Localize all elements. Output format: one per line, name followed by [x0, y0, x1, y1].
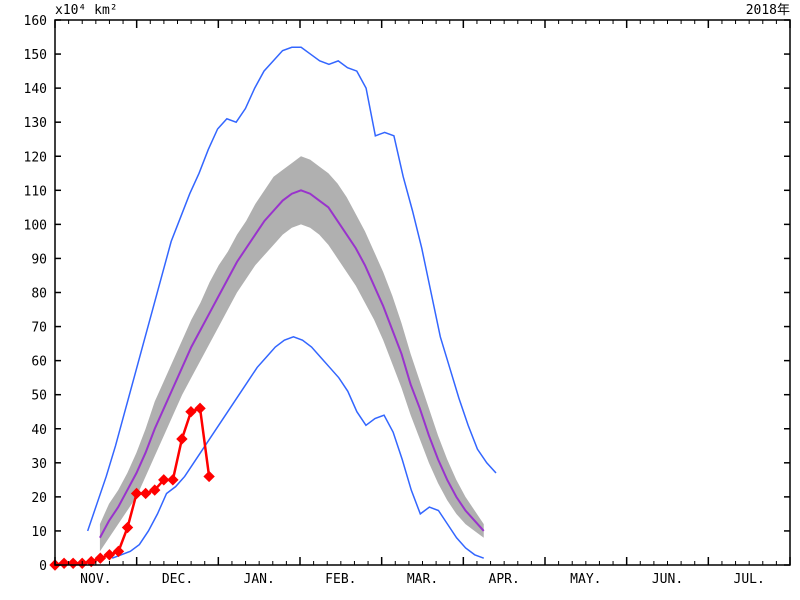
- y-tick-label: 150: [24, 48, 47, 63]
- y-tick-label: 130: [24, 116, 47, 131]
- x-tick-label: APR.: [489, 572, 520, 587]
- y-tick-label: 0: [39, 559, 47, 574]
- chart-container: 0 10 20 30 40 50 60 70 80 90 100 110 120 130 140 150 160…: [0, 0, 800, 600]
- x-tick-label: DEC.: [162, 572, 193, 587]
- x-tick-label: FEB.: [325, 572, 356, 587]
- y-tick-label: 20: [31, 491, 47, 506]
- x-tick-label: MAY.: [570, 572, 601, 587]
- y-tick-label: 110: [24, 184, 47, 199]
- y-tick-label: 80: [31, 287, 47, 302]
- y-tick-label: 160: [24, 14, 47, 29]
- chart-svg: 0 10 20 30 40 50 60 70 80 90 100 110 120 130 140 150 160…: [0, 0, 800, 600]
- x-tick-label: JUL.: [734, 572, 765, 587]
- y-tick-label: 10: [31, 525, 47, 540]
- y-tick-label: 140: [24, 82, 47, 97]
- x-tick-label: MAR.: [407, 572, 438, 587]
- y-tick-label: 70: [31, 321, 47, 336]
- y-axis-label: x10⁴ km²: [55, 3, 118, 18]
- y-tick-label: 30: [31, 457, 47, 472]
- y-tick-label: 50: [31, 389, 47, 404]
- y-tick-label: 40: [31, 423, 47, 438]
- y-tick-label: 100: [24, 218, 47, 233]
- x-tick-label: JAN.: [244, 572, 275, 587]
- year-label: 2018年: [746, 3, 790, 18]
- y-tick-label: 120: [24, 150, 47, 165]
- y-tick-label: 60: [31, 355, 47, 370]
- x-tick-label: NOV.: [80, 572, 111, 587]
- x-tick-label: JUN.: [652, 572, 683, 587]
- y-tick-label: 90: [31, 252, 47, 267]
